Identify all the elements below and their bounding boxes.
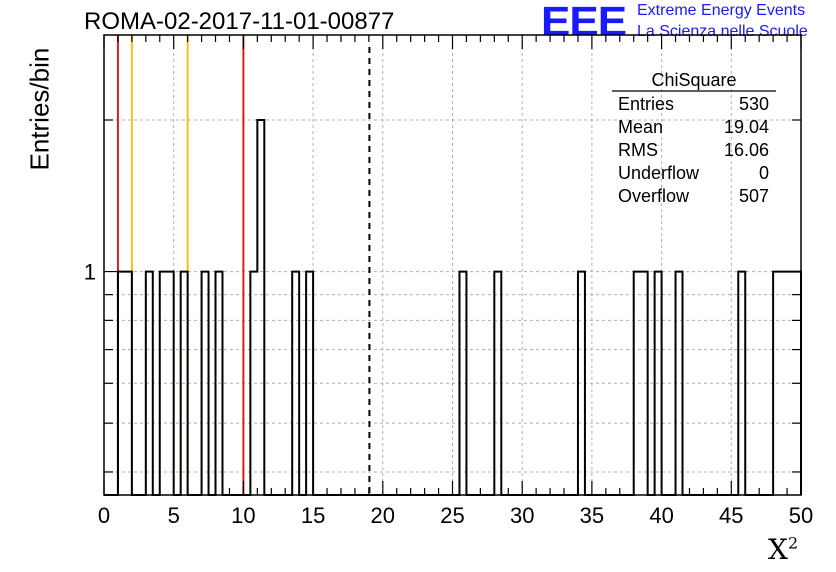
- x-tick-label: 10: [231, 503, 255, 528]
- chart-title: ROMA-02-2017-11-01-00877: [84, 8, 395, 35]
- x-tick-label: 25: [440, 503, 464, 528]
- x-tick-label: 50: [789, 503, 813, 528]
- stats-title: ChiSquare: [651, 70, 736, 90]
- stats-value: 507: [739, 186, 769, 206]
- histogram-bin: [257, 120, 264, 495]
- x-tick-label: 0: [98, 503, 110, 528]
- x-axis-label-symbol: X: [768, 533, 788, 566]
- x-tick-label: 15: [301, 503, 325, 528]
- reference-lines: [116, 35, 371, 495]
- stats-value: 19.04: [724, 117, 769, 137]
- stats-label: RMS: [618, 140, 658, 160]
- logo-line-1: Extreme Energy Events: [637, 2, 806, 19]
- stats-value: 530: [739, 94, 769, 114]
- x-tick-label: 30: [510, 503, 534, 528]
- x-tick-label: 20: [371, 503, 395, 528]
- stats-label: Mean: [618, 117, 663, 137]
- x-tick-label: 35: [580, 503, 604, 528]
- x-axis-label: X2: [768, 533, 798, 566]
- stats-label: Entries: [618, 94, 674, 114]
- stats-label: Overflow: [618, 186, 690, 206]
- stats-value: 0: [759, 163, 769, 183]
- x-tick-label: 45: [719, 503, 743, 528]
- axis-ticks: 0 5 10 15 20 25 30 35 40 45 50 1: [84, 35, 813, 528]
- x-tick-label: 40: [649, 503, 673, 528]
- stats-label: Underflow: [618, 163, 700, 183]
- stats-box: ChiSquare Entries 530 Mean 19.04 RMS 16.06 Unde…: [612, 70, 776, 206]
- x-axis-label-superscript: 2: [787, 533, 799, 553]
- y-tick-label: 1: [84, 260, 96, 285]
- stats-value: 16.06: [724, 140, 769, 160]
- x-tick-label: 5: [168, 503, 180, 528]
- grid-lines: [104, 35, 801, 495]
